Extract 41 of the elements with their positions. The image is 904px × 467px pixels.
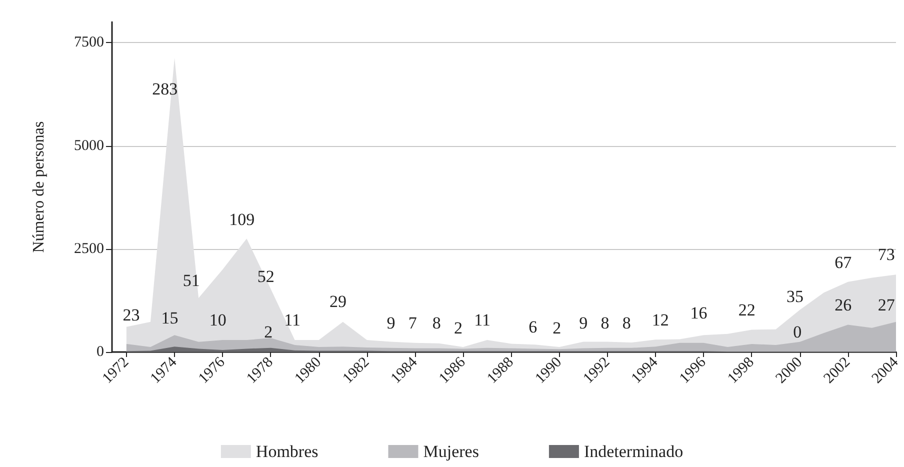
annotation: 0 (793, 322, 802, 342)
annotation: 2 (454, 318, 463, 338)
annotation: 67 (834, 252, 852, 272)
annotation: 9 (386, 314, 396, 333)
annotation: 51 (182, 271, 200, 290)
annotation: 27 (878, 295, 896, 314)
y-tick-label: 7500 (74, 34, 104, 51)
x-tick-label: 1990 (532, 354, 565, 387)
annotation: 29 (330, 292, 347, 312)
annotation: 283 (152, 79, 178, 98)
annotation: 12 (652, 310, 669, 330)
annotation: 15 (161, 308, 178, 328)
annotation: 10 (209, 310, 226, 330)
annotation: 2 (552, 318, 562, 338)
annotation: 8 (432, 314, 441, 333)
annotation: 2 (264, 322, 273, 342)
annotation: 11 (284, 310, 301, 330)
annotation: 109 (229, 210, 255, 230)
annotation: 23 (122, 305, 140, 324)
y-axis-title: Número de personas (30, 121, 48, 253)
x-tick-label: 1980 (292, 354, 324, 387)
annotation: 35 (786, 287, 804, 306)
annotation: 8 (600, 314, 610, 333)
x-tick-label: 1992 (580, 354, 614, 387)
y-tick-label: 5000 (74, 138, 104, 154)
annotation: 52 (257, 267, 274, 286)
annotation: 73 (878, 245, 895, 264)
legend-label: Hombres (256, 442, 318, 461)
annotation: 8 (622, 314, 631, 333)
annotation: 6 (528, 317, 538, 336)
y-tick-label: 0 (96, 344, 104, 360)
annotation: 11 (474, 310, 491, 330)
legend-label: Indeterminado (584, 442, 684, 461)
annotation: 26 (834, 295, 852, 314)
legend-label: Mujeres (423, 442, 479, 461)
annotation: 7 (408, 314, 418, 333)
annotation: 9 (579, 314, 588, 333)
annotation: 16 (690, 303, 708, 322)
x-tick-label: 1982 (340, 354, 373, 387)
y-tick-label: 2500 (74, 240, 104, 257)
annotation: 22 (738, 300, 756, 320)
